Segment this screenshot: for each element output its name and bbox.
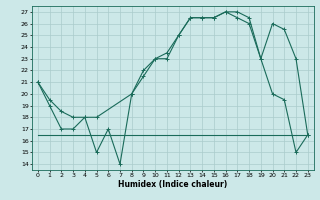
X-axis label: Humidex (Indice chaleur): Humidex (Indice chaleur) [118, 180, 228, 189]
